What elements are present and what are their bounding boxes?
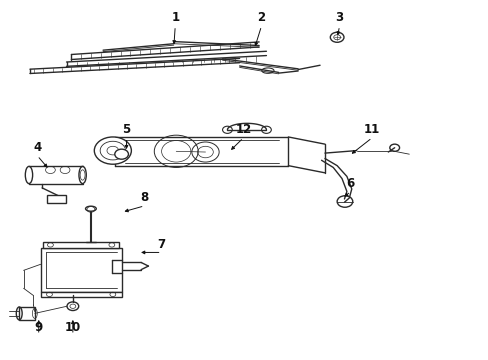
Text: 4: 4	[33, 141, 41, 154]
Polygon shape	[41, 292, 122, 297]
Polygon shape	[43, 242, 119, 248]
Text: 6: 6	[346, 177, 354, 190]
Circle shape	[115, 149, 128, 159]
Text: 11: 11	[364, 123, 380, 136]
Text: 5: 5	[122, 123, 130, 136]
Circle shape	[94, 137, 131, 164]
Ellipse shape	[85, 206, 96, 211]
Text: 9: 9	[35, 320, 43, 333]
Text: 8: 8	[140, 192, 148, 204]
Text: 3: 3	[335, 12, 343, 24]
Polygon shape	[41, 248, 122, 292]
Text: 2: 2	[257, 12, 265, 24]
Polygon shape	[19, 307, 35, 320]
Text: 7: 7	[157, 238, 165, 251]
Text: 12: 12	[235, 123, 251, 136]
Text: 10: 10	[64, 320, 81, 333]
FancyBboxPatch shape	[47, 195, 65, 203]
Text: 1: 1	[171, 12, 179, 24]
